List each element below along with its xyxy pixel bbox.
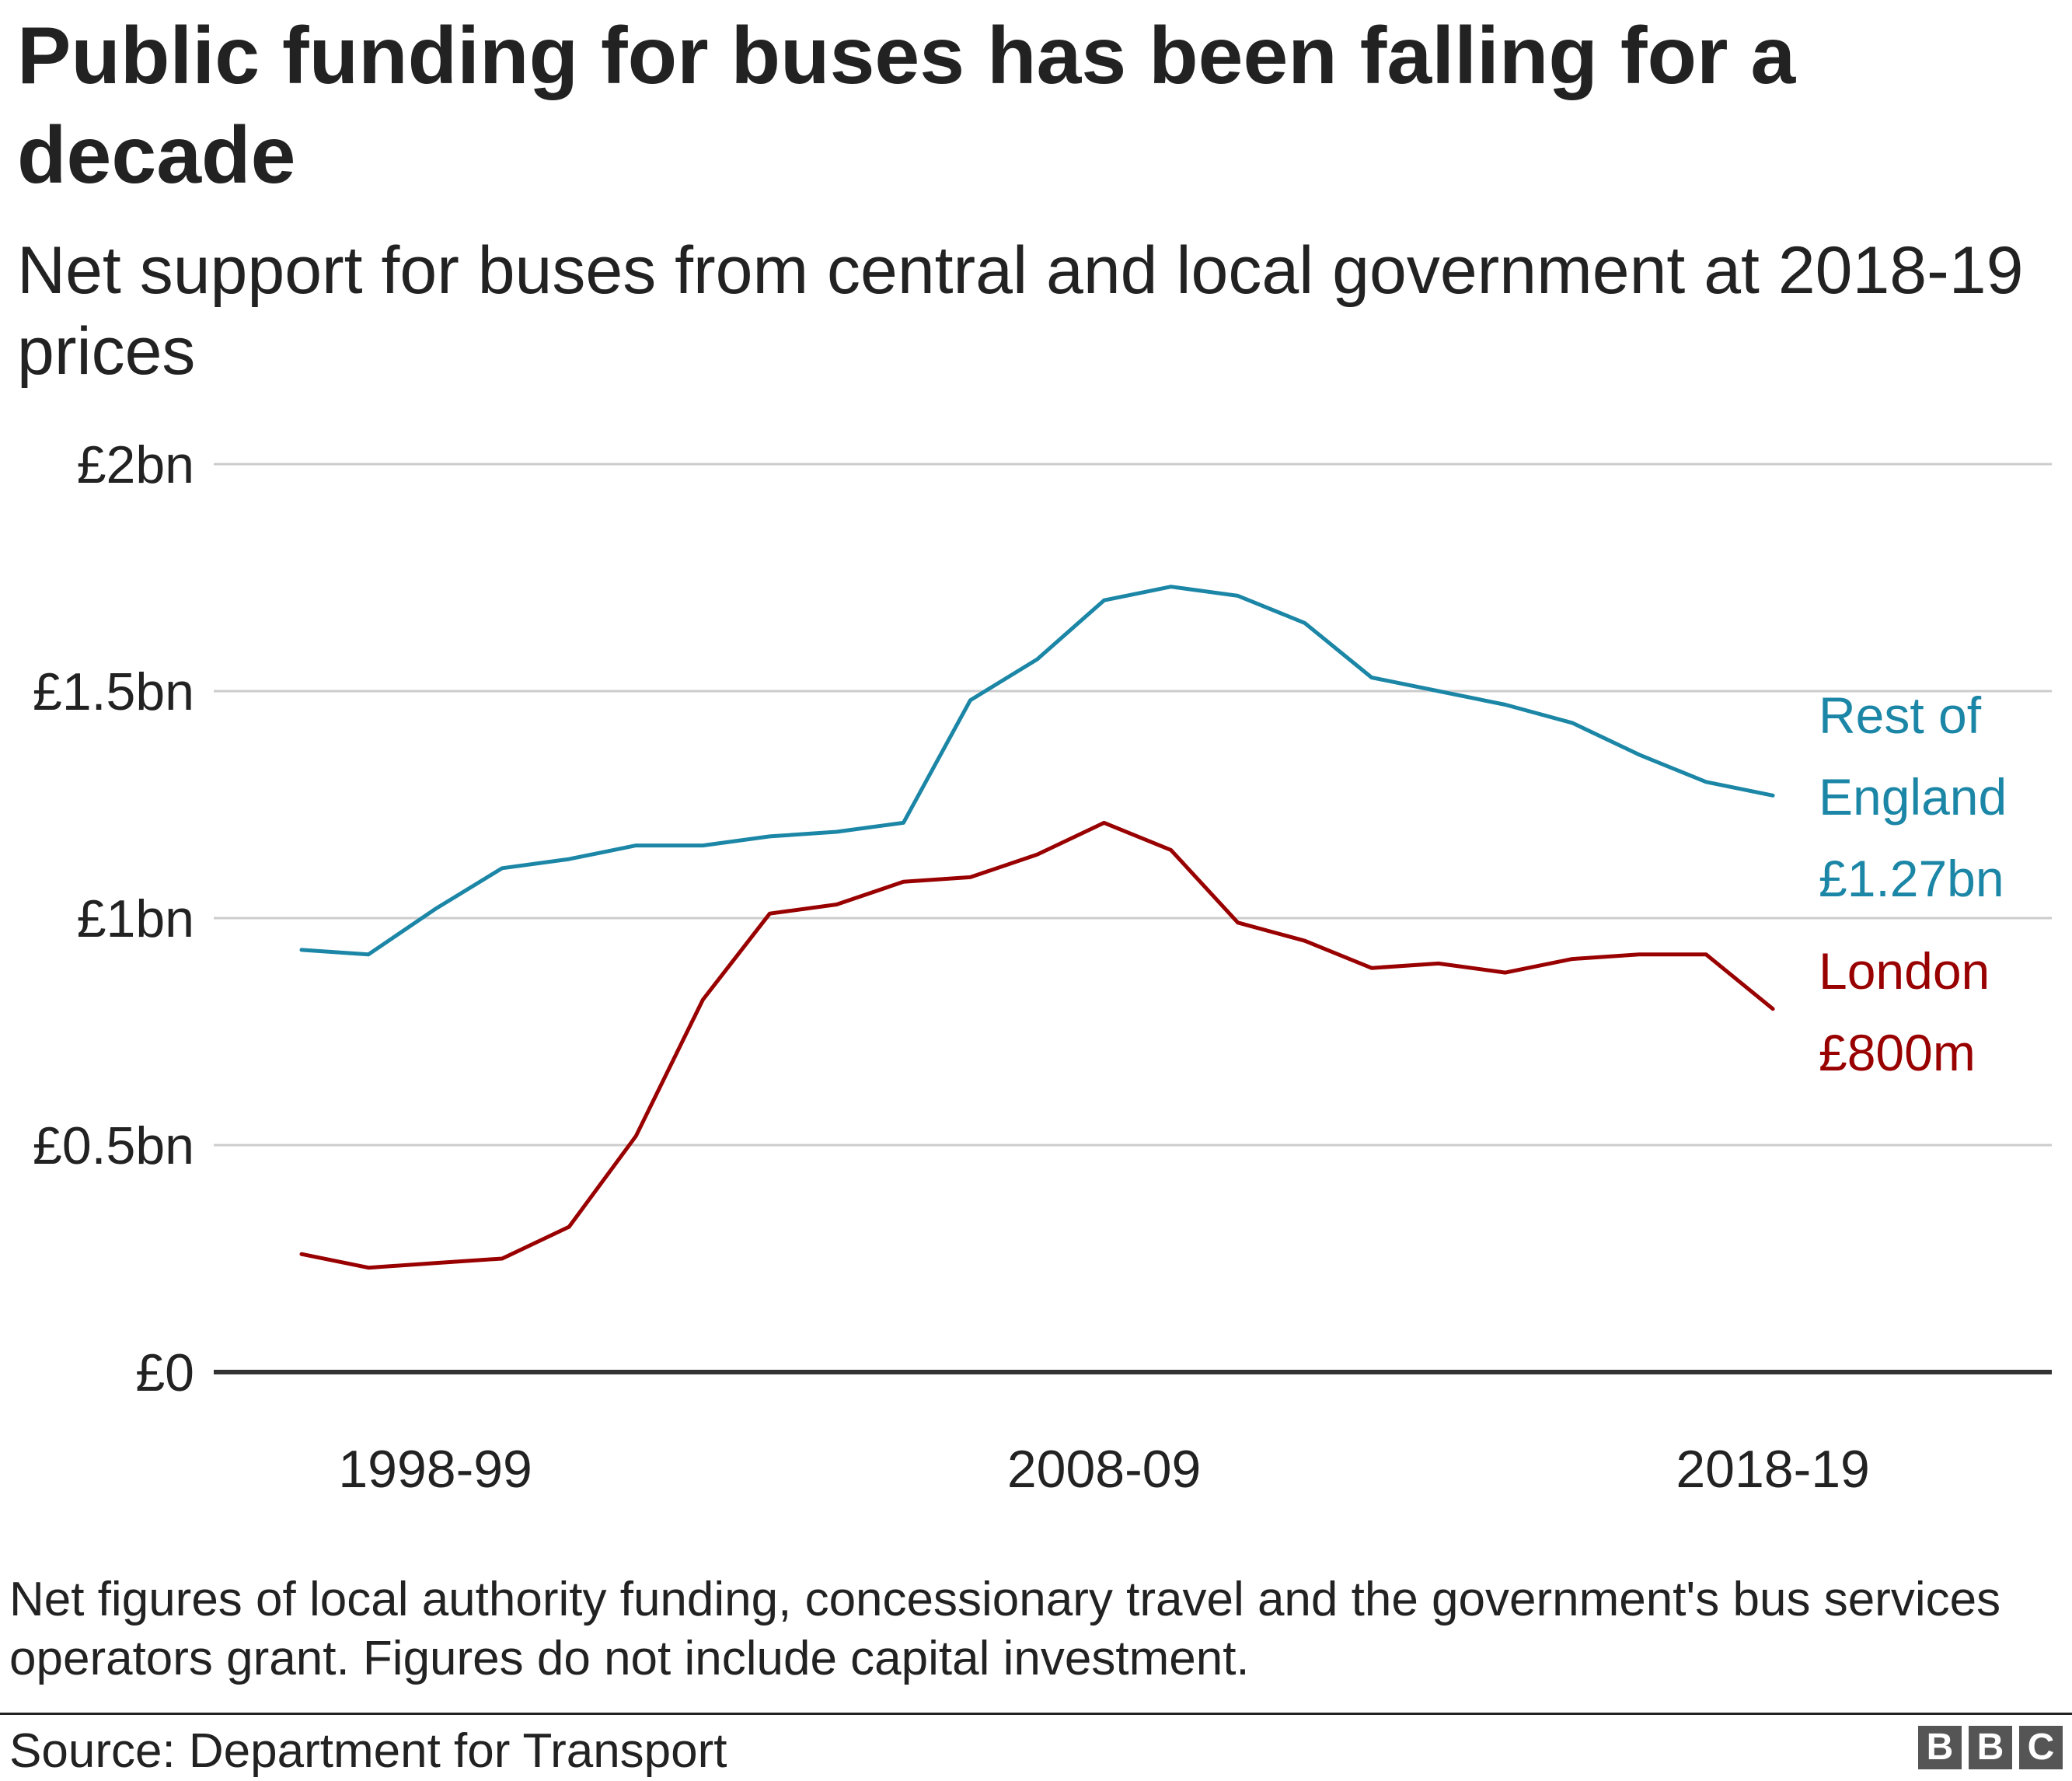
x-axis-ticks: 1998-99 2008-09 2018-19 (338, 1440, 1870, 1499)
x-tick-label: 2018-19 (1676, 1440, 1870, 1499)
line-chart: £0 £0.5bn £1bn £1.5bn £2bn 1998-99 2008-09 201… (33, 435, 2052, 1499)
y-axis-ticks: £0 £0.5bn £1bn £1.5bn £2bn (33, 435, 194, 1402)
y-tick-label: £1bn (77, 889, 194, 948)
footer-divider (0, 1713, 2072, 1715)
chart-title: Public funding for buses has been fallin… (17, 11, 1796, 201)
series-line-rest-of-england (299, 585, 1775, 957)
gridlines (214, 463, 2052, 1374)
bbc-logo-letter: B (1969, 1726, 2012, 1769)
series-label: England (1819, 768, 2007, 826)
y-tick-label: £0.5bn (33, 1116, 194, 1175)
y-tick-label: £1.5bn (33, 662, 194, 721)
chart-subtitle: Net support for buses from central and l… (17, 233, 2024, 389)
series-labels: Rest of England £1.27bn London £800m (1819, 686, 2007, 1081)
x-tick-label: 1998-99 (338, 1440, 532, 1499)
series-label: Rest of (1819, 686, 1982, 744)
series-label: £1.27bn (1819, 850, 2004, 907)
source-credit: Source: Department for Transport (9, 1724, 727, 1778)
series-label: £800m (1819, 1024, 1976, 1081)
bbc-logo-letter: C (2019, 1726, 2063, 1769)
series-line-london (299, 820, 1775, 1270)
series-label: London (1819, 942, 1990, 1000)
series-lines (299, 585, 1775, 1270)
y-tick-label: £2bn (77, 435, 194, 494)
bbc-logo-letter: B (1918, 1726, 1962, 1769)
y-tick-label: £0 (135, 1343, 194, 1402)
footnote: Net figures of local authority funding, … (9, 1573, 2001, 1685)
bbc-logo: B B C (1918, 1726, 2063, 1769)
x-tick-label: 2008-09 (1007, 1440, 1202, 1499)
